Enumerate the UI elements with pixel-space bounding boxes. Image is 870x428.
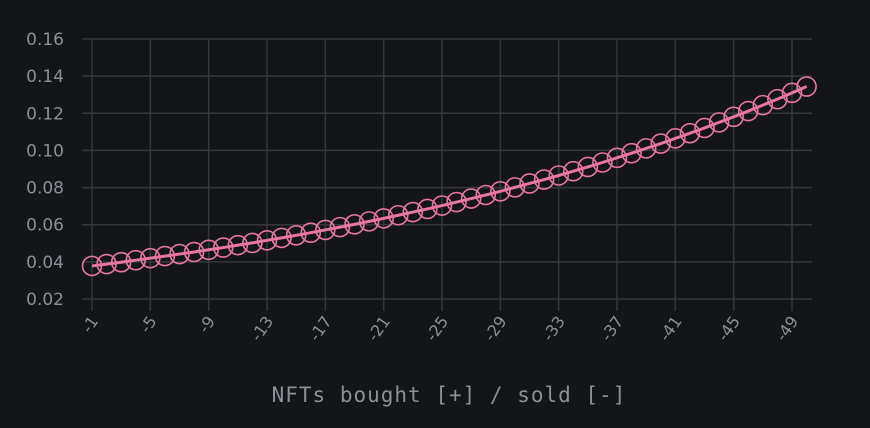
data-point	[577, 156, 599, 178]
x-tick-label: -17	[305, 312, 336, 344]
grid	[82, 38, 812, 311]
data-point	[373, 208, 394, 229]
data-point	[650, 133, 672, 154]
x-tick-label: -25	[422, 312, 453, 344]
data-point	[110, 251, 132, 273]
data-point	[708, 112, 730, 133]
y-tick-label: 0.08	[26, 179, 64, 199]
data-point	[256, 230, 278, 251]
data-point	[767, 88, 788, 110]
data-point	[329, 216, 351, 238]
x-tick-label: -21	[363, 312, 394, 344]
y-tick-label: 0.02	[26, 290, 64, 310]
data-point	[446, 191, 467, 213]
data-point	[358, 211, 380, 232]
series-line	[91, 85, 808, 268]
data-point	[533, 169, 555, 190]
x-tick-label: -5	[136, 312, 161, 336]
data-point	[781, 82, 803, 104]
data-point	[796, 76, 817, 97]
data-point	[212, 237, 234, 258]
data-point	[460, 188, 482, 209]
data-point	[562, 160, 584, 182]
data-point	[315, 219, 336, 241]
data-point	[475, 184, 497, 206]
x-axis-ticks: -1 -5 -9 -13 -17 -21 -25 -29 -33 -37 -41 -45 -49	[78, 312, 803, 344]
data-point	[737, 100, 759, 122]
y-tick-label: 0.06	[26, 216, 64, 236]
data-point	[752, 94, 774, 116]
data-point	[344, 214, 365, 235]
data-point	[504, 177, 526, 198]
x-tick-label: -33	[538, 312, 569, 344]
data-point	[519, 173, 540, 194]
y-tick-label: 0.10	[26, 141, 64, 161]
data-point	[81, 255, 103, 277]
y-tick-label: 0.12	[26, 104, 64, 124]
data-point	[96, 253, 117, 275]
x-tick-label: -1	[78, 312, 103, 336]
data-point	[723, 106, 744, 128]
data-point	[271, 227, 292, 249]
data-point	[387, 204, 409, 226]
data-point	[606, 147, 628, 169]
data-point	[621, 142, 642, 164]
x-tick-label: -13	[247, 312, 278, 344]
data-point	[679, 122, 701, 144]
data-point	[592, 152, 613, 173]
data-point	[431, 195, 453, 216]
x-tick-label: -29	[480, 312, 511, 344]
data-point	[665, 128, 686, 149]
data-point	[635, 138, 657, 159]
data-point	[402, 201, 424, 223]
data-point	[227, 234, 249, 256]
data-point	[417, 198, 438, 220]
data-point	[169, 243, 190, 265]
data-point	[198, 239, 219, 261]
data-point	[490, 180, 511, 202]
x-tick-label: -37	[597, 312, 628, 344]
data-point	[548, 165, 569, 186]
data-point	[125, 249, 147, 271]
y-tick-label: 0.14	[26, 67, 64, 87]
y-tick-label: 0.04	[26, 253, 64, 273]
data-point	[154, 245, 176, 267]
data-point	[140, 247, 161, 269]
x-tick-label: -49	[772, 312, 803, 344]
data-point	[242, 232, 263, 254]
data-point	[183, 241, 205, 263]
x-tick-label: -9	[194, 312, 219, 336]
data-point	[300, 222, 322, 243]
series	[81, 76, 817, 277]
x-axis-label: NFTs bought [+] / sold [-]	[272, 383, 627, 407]
x-tick-label: -45	[713, 312, 744, 344]
y-axis-ticks: 0.02 0.04 0.06 0.08 0.10 0.12 0.14 0.16	[26, 30, 64, 310]
data-point	[285, 225, 307, 246]
y-tick-label: 0.16	[26, 30, 64, 50]
data-point	[694, 117, 715, 139]
x-tick-label: -41	[655, 312, 686, 344]
